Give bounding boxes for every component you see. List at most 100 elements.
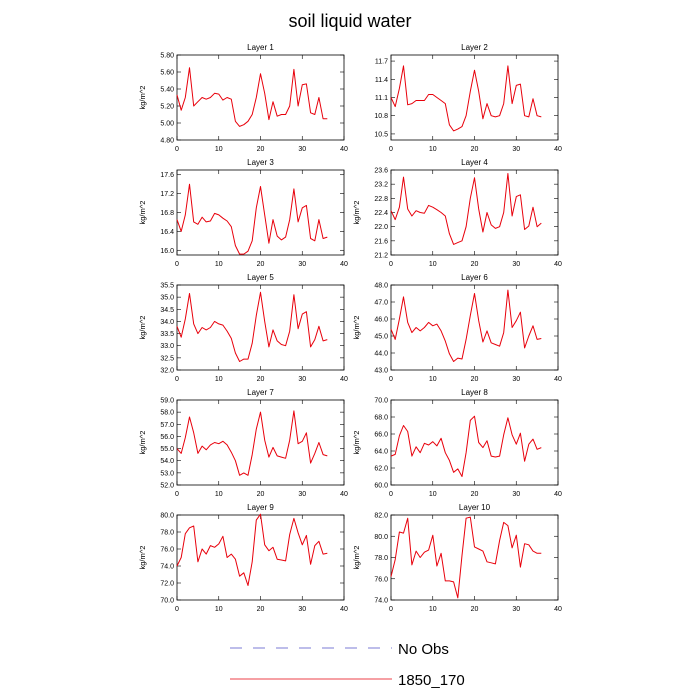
plot-frame xyxy=(390,54,559,141)
y-tick-label: 16.8 xyxy=(160,210,174,217)
x-tick-label: 0 xyxy=(389,146,393,153)
y-tick-label: 16.4 xyxy=(160,229,174,236)
panel-layer-8: Layer 8 0 10 20 30 40 60.0 62.0 64.0 66.0 68.0 70.0… xyxy=(352,388,562,498)
y-tick-label: 22.4 xyxy=(374,210,388,217)
y-tick-label: 21.6 xyxy=(374,238,388,245)
y-axis-label: kg/m^2 xyxy=(352,316,361,340)
x-tick-label: 30 xyxy=(512,376,520,383)
series-line-1850-170 xyxy=(390,65,542,132)
plot-frame xyxy=(390,169,559,256)
y-tick-label: 74.0 xyxy=(374,598,388,605)
y-tick-label: 55.0 xyxy=(160,446,174,453)
y-tick-label: 11.7 xyxy=(375,59,388,66)
series-line-1850-170 xyxy=(176,183,328,255)
y-tick-label: 11.4 xyxy=(375,77,388,84)
y-tick-label: 59.0 xyxy=(160,398,174,405)
x-tick-label: 30 xyxy=(512,146,520,153)
x-tick-label: 30 xyxy=(298,261,306,268)
x-tick-label: 20 xyxy=(471,146,479,153)
plot-frame xyxy=(390,399,559,486)
x-tick-label: 20 xyxy=(471,491,479,498)
y-tick-label: 45.0 xyxy=(374,334,388,341)
y-tick-label: 72.0 xyxy=(160,581,174,588)
y-tick-label: 5.80 xyxy=(160,53,174,60)
x-tick-label: 0 xyxy=(175,491,179,498)
x-tick-label: 10 xyxy=(215,261,223,268)
y-tick-label: 21.2 xyxy=(374,253,388,260)
y-tick-label: 23.6 xyxy=(374,168,388,175)
y-tick-label: 5.60 xyxy=(160,70,174,77)
x-tick-label: 30 xyxy=(298,376,306,383)
y-tick-label: 32.0 xyxy=(160,368,174,375)
panel-title: Layer 9 xyxy=(247,503,274,512)
y-tick-label: 22.0 xyxy=(374,224,388,231)
x-tick-label: 20 xyxy=(257,261,265,268)
x-tick-label: 10 xyxy=(429,606,437,613)
y-tick-label: 5.40 xyxy=(160,87,174,94)
panel-layer-4: Layer 4 0 10 20 30 40 21.2 21.6 22.0 22.4 22.8 23.2… xyxy=(352,158,562,268)
x-tick-label: 20 xyxy=(257,491,265,498)
series-line-1850-170 xyxy=(390,415,542,477)
series-line-1850-170 xyxy=(390,173,542,245)
x-tick-label: 0 xyxy=(389,261,393,268)
y-tick-label: 11.1 xyxy=(375,95,388,102)
x-tick-label: 0 xyxy=(175,606,179,613)
x-tick-label: 30 xyxy=(512,491,520,498)
x-tick-label: 10 xyxy=(429,146,437,153)
y-tick-label: 47.0 xyxy=(374,300,388,307)
plot-frame xyxy=(176,514,345,601)
y-tick-label: 57.0 xyxy=(160,422,174,429)
y-tick-label: 44.0 xyxy=(374,351,388,358)
figure-title: soil liquid water xyxy=(288,11,411,31)
y-axis-label: kg/m^2 xyxy=(138,86,147,110)
y-tick-label: 4.80 xyxy=(160,138,174,145)
panel-title: Layer 2 xyxy=(461,43,488,52)
x-tick-label: 40 xyxy=(554,146,562,153)
y-tick-label: 60.0 xyxy=(374,483,388,490)
series-line-1850-170 xyxy=(176,513,328,586)
x-tick-label: 10 xyxy=(429,491,437,498)
y-axis-label: kg/m^2 xyxy=(138,201,147,225)
y-tick-label: 68.0 xyxy=(374,415,388,422)
y-tick-label: 5.20 xyxy=(160,104,174,111)
panel-title: Layer 4 xyxy=(461,158,488,167)
panel-title: Layer 8 xyxy=(461,388,488,397)
y-tick-label: 32.5 xyxy=(160,355,174,362)
panel-layer-9: Layer 9 0 10 20 30 40 70.0 72.0 74.0 76.0 78.0 80.0… xyxy=(138,503,348,613)
x-tick-label: 40 xyxy=(554,376,562,383)
y-axis-label: kg/m^2 xyxy=(138,316,147,340)
y-tick-label: 58.0 xyxy=(160,410,174,417)
x-tick-label: 40 xyxy=(554,261,562,268)
panel-title: Layer 6 xyxy=(461,273,488,282)
x-tick-label: 10 xyxy=(215,146,223,153)
panels-grid: Layer 10 10 20 30 404.805.005.205.405.605.80… xyxy=(138,43,562,613)
legend-label-1850-170: 1850_170 xyxy=(398,672,465,689)
y-tick-label: 80.0 xyxy=(374,534,388,541)
panel-title: Layer 3 xyxy=(247,158,274,167)
x-tick-label: 30 xyxy=(512,261,520,268)
x-tick-label: 20 xyxy=(471,606,479,613)
y-tick-label: 10.8 xyxy=(374,113,388,120)
x-tick-label: 0 xyxy=(175,261,179,268)
x-tick-label: 30 xyxy=(512,606,520,613)
y-tick-label: 35.5 xyxy=(160,283,174,290)
series-line-1850-170 xyxy=(390,516,542,599)
y-tick-label: 16.0 xyxy=(160,248,174,255)
y-tick-label: 78.0 xyxy=(160,530,174,537)
y-tick-label: 80.0 xyxy=(160,513,174,520)
y-axis-label: kg/m^2 xyxy=(138,546,147,570)
x-tick-label: 40 xyxy=(340,146,348,153)
panel-layer-3: Layer 3 0 10 20 30 40 16.0 16.4 16.8 17.2 17.6 kg/m… xyxy=(138,158,348,268)
x-tick-label: 0 xyxy=(175,376,179,383)
y-tick-label: 54.0 xyxy=(160,458,174,465)
series-line-1850-170 xyxy=(176,291,328,362)
y-tick-label: 23.2 xyxy=(374,182,388,189)
legend: No Obs 1850_170 xyxy=(230,641,465,689)
y-tick-label: 78.0 xyxy=(374,555,388,562)
x-tick-label: 40 xyxy=(340,261,348,268)
x-tick-label: 10 xyxy=(215,606,223,613)
x-tick-label: 10 xyxy=(215,376,223,383)
x-tick-label: 40 xyxy=(340,491,348,498)
y-tick-label: 82.0 xyxy=(374,513,388,520)
y-tick-label: 43.0 xyxy=(374,368,388,375)
